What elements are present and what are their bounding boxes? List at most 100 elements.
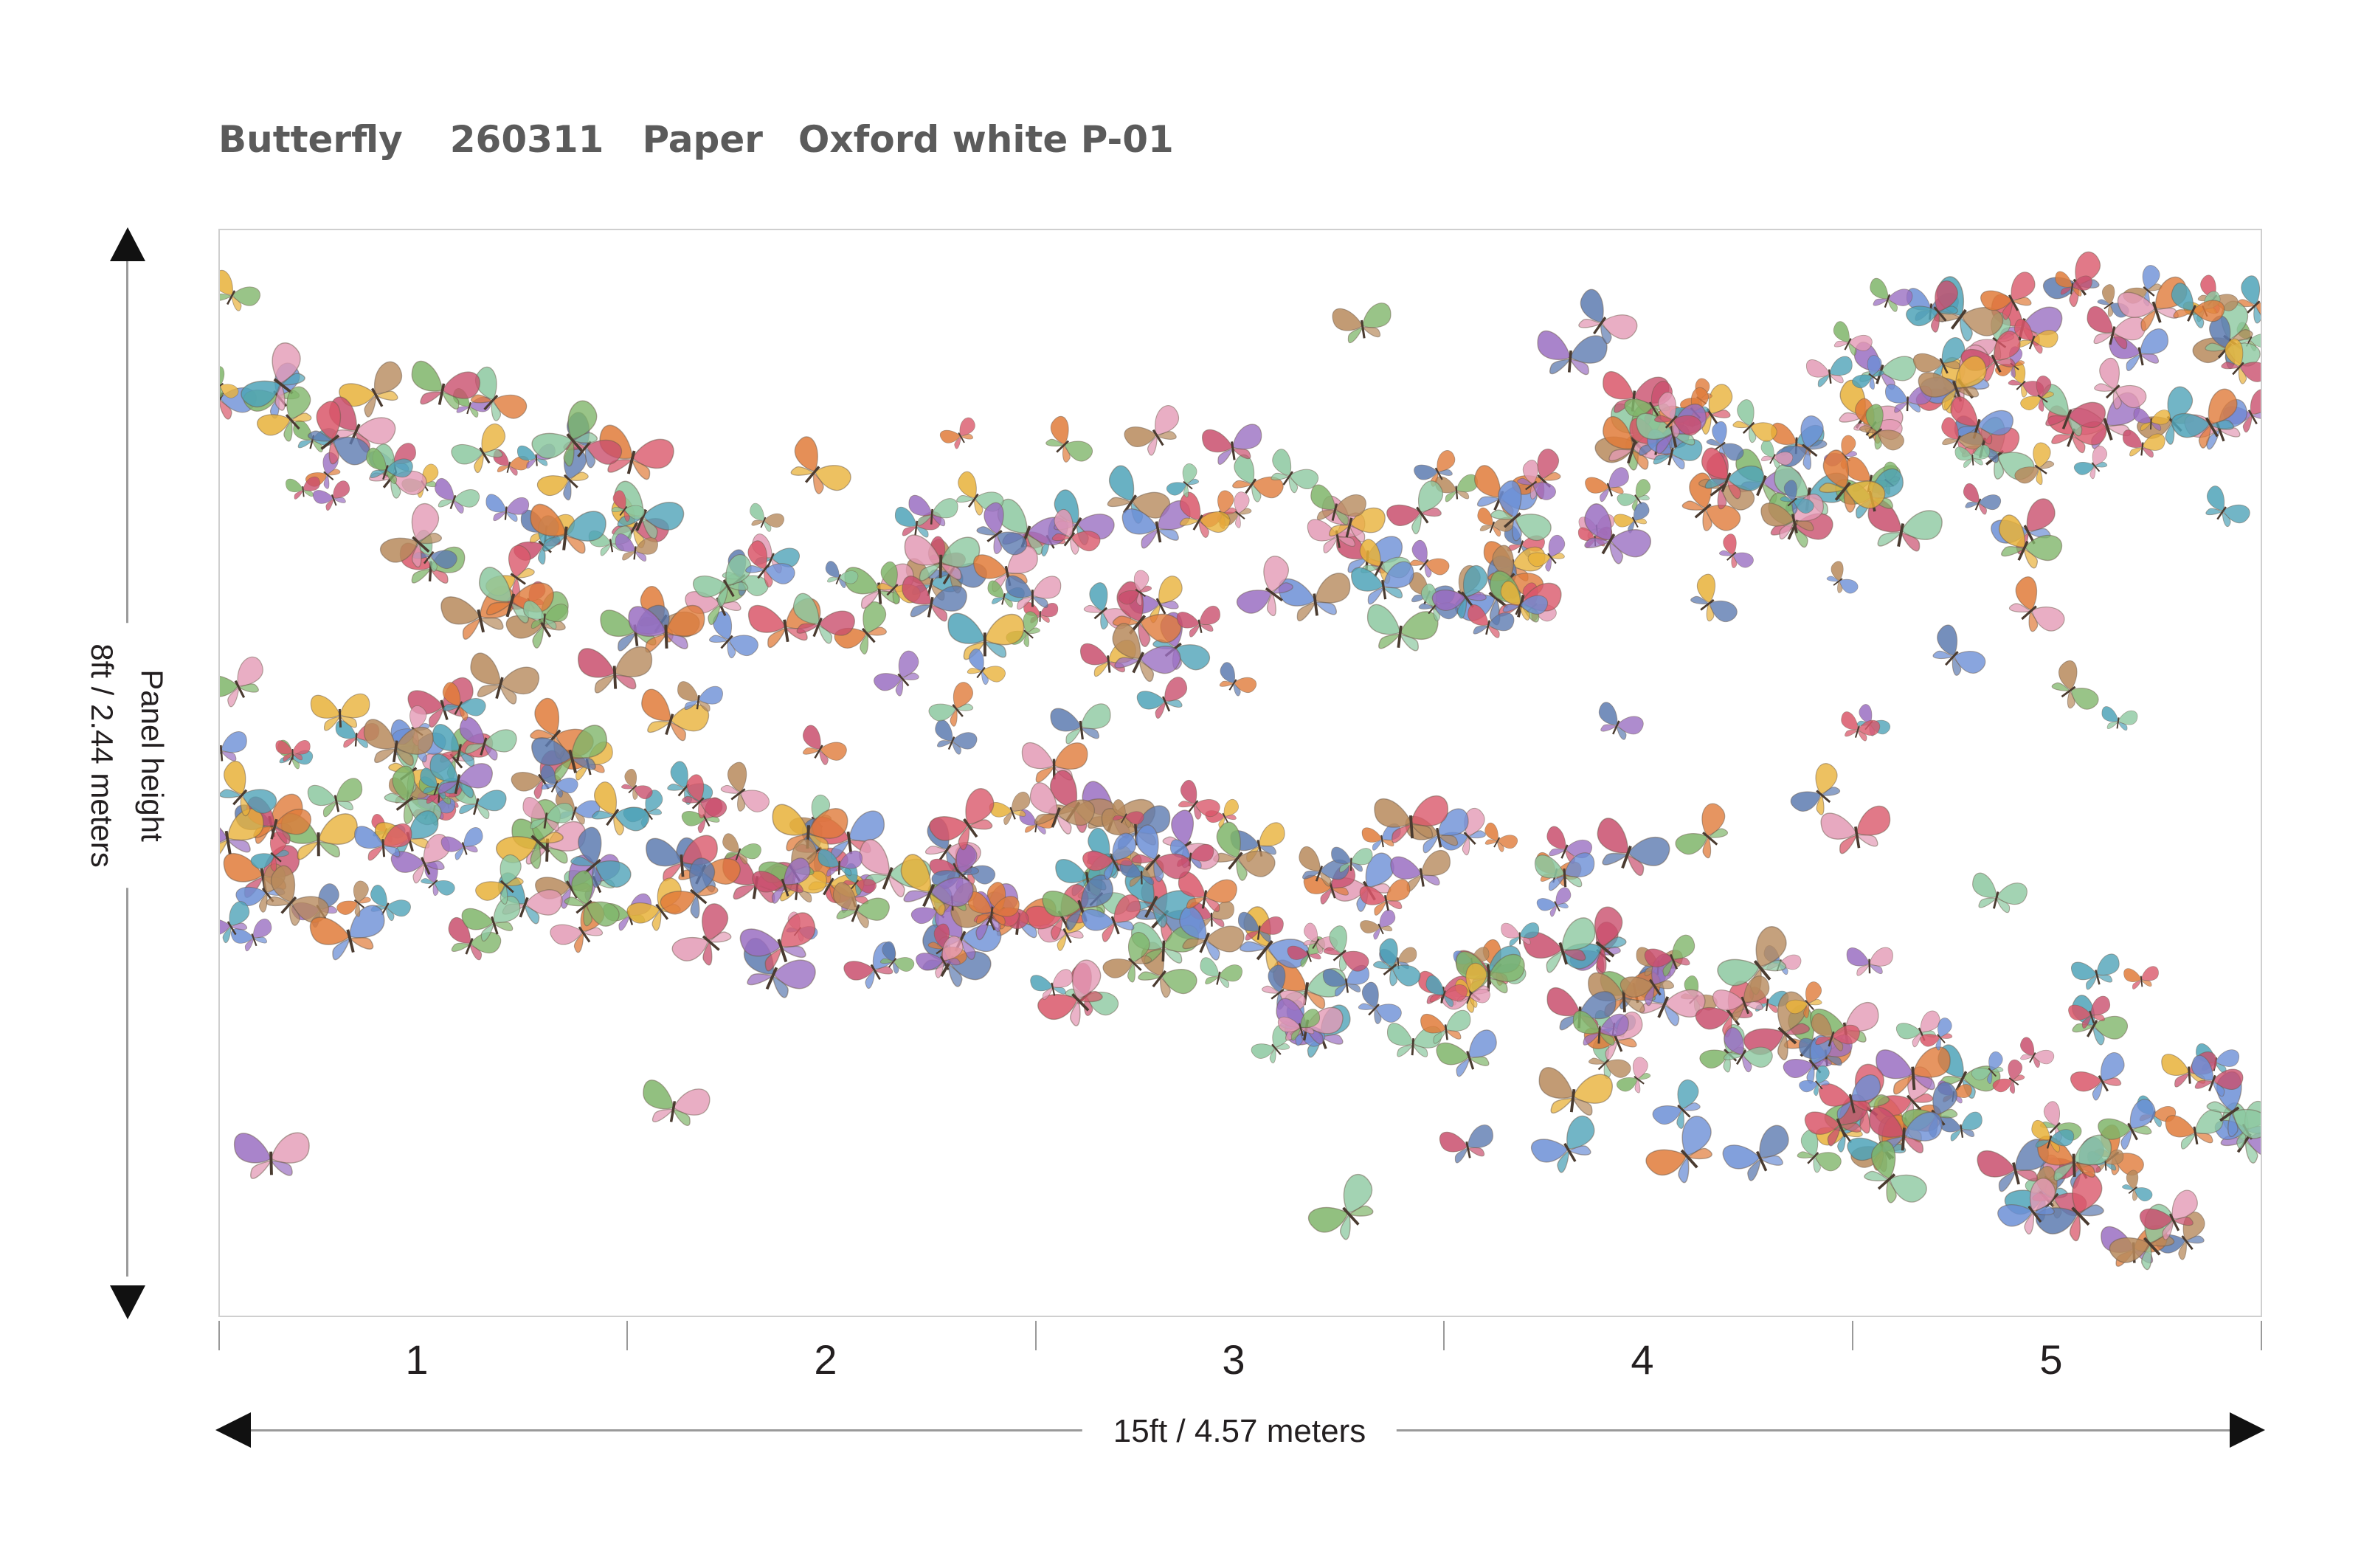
butterfly-icon — [2014, 442, 2055, 486]
butterfly-icon — [220, 269, 260, 311]
butterfly-icon — [1585, 467, 1629, 502]
butterfly-icon — [929, 788, 995, 851]
butterfly-icon — [790, 436, 851, 494]
butterfly-icon — [390, 834, 450, 884]
butterfly-icon — [1706, 421, 1744, 461]
butterfly-icon — [1179, 491, 1231, 538]
butterfly-icon — [1997, 1178, 2056, 1234]
butterfly-icon — [1896, 1010, 1940, 1048]
butterfly-icon — [1131, 824, 1192, 883]
butterfly-icon — [660, 857, 719, 919]
butterfly-icon — [989, 792, 1031, 825]
height-label: Panel height 8ft / 2.44 meters — [77, 623, 177, 888]
butterfly-icon — [2122, 429, 2165, 458]
butterfly-icon — [940, 417, 975, 449]
butterfly-icon — [611, 490, 645, 522]
butterfly-icon — [2087, 305, 2146, 350]
butterfly-icon — [615, 533, 658, 562]
panel-number-5: 5 — [2039, 1336, 2063, 1383]
butterfly-icon — [1920, 1018, 1953, 1051]
butterfly-icon — [1436, 1029, 1497, 1077]
butterfly-icon — [2051, 660, 2099, 710]
butterfly-icon — [266, 865, 329, 926]
butterfly-icon — [1980, 272, 2036, 320]
butterfly-icon — [220, 656, 263, 708]
butterfly-icon — [720, 761, 770, 812]
butterfly-icon — [900, 854, 974, 916]
butterfly-icon — [1941, 417, 1983, 455]
butterfly-icon — [1690, 573, 1738, 623]
butterfly-icon — [2037, 1134, 2112, 1181]
butterfly-icon — [1722, 1125, 1789, 1181]
butterfly-icon — [817, 849, 863, 877]
butterfly-icon — [722, 833, 761, 865]
butterfly-icon — [1219, 662, 1257, 697]
butterfly-icon — [2236, 275, 2261, 324]
butterfly-icon — [1323, 925, 1369, 972]
butterfly-icon — [1351, 561, 1414, 605]
butterfly-icon — [739, 912, 816, 972]
butterfly-icon — [286, 477, 320, 500]
butterfly-icon — [1390, 849, 1451, 892]
butterfly-icon — [1468, 604, 1515, 638]
panel-number-2: 2 — [814, 1336, 837, 1383]
butterfly-icon — [621, 768, 653, 800]
butterfly-icon — [1409, 539, 1450, 578]
butterfly-icon — [1517, 460, 1556, 500]
butterfly-icon — [230, 919, 272, 952]
butterfly-icon — [1799, 1066, 1830, 1096]
butterfly-icon — [1718, 533, 1754, 568]
butterfly-icon — [1597, 818, 1670, 877]
butterfly-icon — [1113, 799, 1144, 828]
butterfly-icon — [628, 604, 705, 653]
butterfly-icon — [1124, 405, 1180, 456]
butterfly-icon — [1654, 392, 1702, 438]
butterfly-icon — [1811, 1013, 1860, 1051]
butterfly-icon — [2020, 376, 2054, 412]
ruler-tick — [1035, 1321, 1037, 1350]
butterfly-icon — [682, 774, 727, 819]
butterfly-icon — [708, 610, 758, 659]
butterfly-icon — [1675, 803, 1729, 859]
butterfly-icon — [1359, 879, 1411, 916]
butterfly-icon — [570, 826, 632, 888]
butterfly-icon — [475, 854, 524, 905]
butterfly-icon — [1374, 795, 1448, 843]
butterfly-icon — [310, 693, 370, 731]
butterfly-icon — [592, 781, 650, 836]
butterfly-icon — [1179, 906, 1245, 961]
product-title: Butterfly 260311 Paper Oxford white P-01 — [218, 118, 1174, 177]
butterfly-icon — [1954, 444, 1991, 468]
butterfly-icon — [967, 891, 1020, 925]
butterfly-icon — [1237, 911, 1284, 942]
butterfly-icon — [2068, 995, 2111, 1029]
butterfly-icon — [967, 649, 1006, 685]
butterfly-icon — [1932, 624, 1986, 676]
butterfly-icon — [1723, 1027, 1773, 1073]
butterfly-icon — [523, 600, 569, 629]
butterfly-icon — [1652, 1079, 1701, 1129]
butterfly-icon — [411, 360, 480, 410]
butterfly-icon — [1906, 280, 1959, 333]
butterfly-icon — [1790, 763, 1841, 815]
butterfly-icon — [2139, 1189, 2198, 1240]
butterfly-icon — [1617, 1057, 1651, 1094]
butterfly-icon — [336, 880, 371, 917]
butterfly-icon — [1021, 742, 1088, 783]
butterfly-icon — [564, 870, 620, 927]
butterfly-icon — [879, 941, 915, 974]
butterfly-icon — [1876, 1046, 1951, 1095]
butterfly-icon — [1971, 1051, 2004, 1084]
butterfly-icon — [220, 901, 250, 944]
butterfly-icon — [1797, 1129, 1842, 1173]
butterfly-icon — [874, 650, 919, 697]
butterfly-icon — [1200, 957, 1242, 988]
product-material: Paper — [642, 118, 763, 161]
butterfly-icon — [1360, 909, 1396, 940]
butterfly-icon — [522, 797, 574, 832]
butterfly-icon — [976, 502, 1028, 556]
butterfly-icon — [1523, 917, 1596, 973]
butterfly-icon — [1102, 932, 1152, 983]
butterfly-icon — [220, 761, 277, 817]
butterfly-icon — [2171, 283, 2225, 328]
